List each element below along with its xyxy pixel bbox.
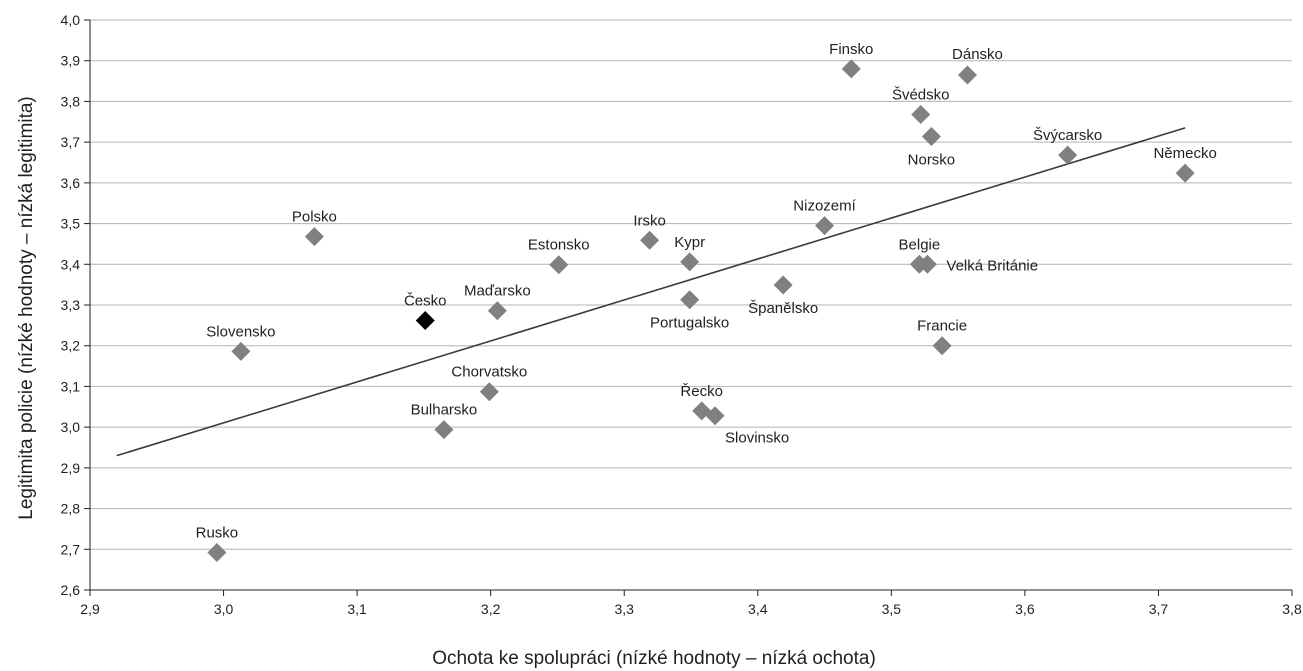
y-tick-label: 3,4 bbox=[61, 256, 81, 272]
point-15 bbox=[487, 301, 507, 321]
point-label: Belgie bbox=[899, 236, 941, 253]
point-6 bbox=[815, 216, 835, 236]
data-points bbox=[207, 59, 1195, 563]
y-tick-label: 2,9 bbox=[61, 460, 81, 476]
axes bbox=[84, 19, 1293, 596]
x-tick-label: 3,3 bbox=[614, 601, 634, 617]
point-label: Slovensko bbox=[206, 323, 275, 340]
point-label: Francie bbox=[917, 318, 967, 335]
point-label: Nizozemí bbox=[793, 198, 856, 215]
y-tick-label: 3,7 bbox=[61, 134, 81, 150]
y-tick-label: 2,8 bbox=[61, 501, 81, 517]
y-tick-label: 4,0 bbox=[61, 12, 81, 28]
y-tick-label: 3,8 bbox=[61, 93, 81, 109]
x-tick-label: 2,9 bbox=[80, 601, 100, 617]
point-8 bbox=[640, 230, 660, 250]
x-tick-label: 3,8 bbox=[1282, 601, 1302, 617]
point-label: Švýcarsko bbox=[1033, 127, 1102, 144]
point-23 bbox=[207, 543, 227, 563]
y-tick-label: 3,9 bbox=[61, 53, 81, 69]
point-1 bbox=[957, 65, 977, 85]
x-tick-label: 3,6 bbox=[1015, 601, 1035, 617]
x-axis-title: Ochota ke spolupráci (nízké hodnoty – ní… bbox=[432, 648, 876, 669]
x-tick-label: 3,0 bbox=[214, 601, 234, 617]
point-label: Maďarsko bbox=[464, 283, 531, 300]
point-label: Řecko bbox=[680, 383, 723, 400]
point-label: Slovinsko bbox=[725, 430, 789, 447]
point-label: Chorvatsko bbox=[451, 364, 527, 381]
point-14 bbox=[680, 290, 700, 310]
point-19 bbox=[479, 382, 499, 402]
point-16 bbox=[415, 310, 435, 330]
y-tick-label: 3,1 bbox=[61, 378, 81, 394]
point-13 bbox=[773, 275, 793, 295]
point-7 bbox=[304, 227, 324, 247]
gridlines bbox=[90, 19, 1292, 550]
point-21 bbox=[705, 406, 725, 426]
point-label: Rusko bbox=[196, 525, 239, 542]
point-3 bbox=[921, 126, 941, 146]
trendline-group bbox=[116, 127, 1186, 457]
y-tick-label: 3,2 bbox=[61, 338, 81, 354]
trendline bbox=[116, 127, 1186, 457]
y-axis-title: Legitimita policie (nízké hodnoty – nízk… bbox=[16, 96, 37, 519]
point-label: Velká Británie bbox=[946, 257, 1038, 274]
x-tick-label: 3,1 bbox=[347, 601, 367, 617]
point-labels: Finsko Dánsko Švédsko Norsko Švýcarsko Německ… bbox=[196, 41, 1217, 542]
point-label: Finsko bbox=[829, 41, 873, 58]
point-label: Norsko bbox=[908, 151, 956, 168]
point-2 bbox=[911, 104, 931, 124]
y-tick-label: 3,6 bbox=[61, 175, 81, 191]
point-9 bbox=[680, 252, 700, 272]
point-label: Německo bbox=[1153, 145, 1216, 162]
y-tick-label: 3,0 bbox=[61, 419, 81, 435]
x-tick-label: 3,4 bbox=[748, 601, 768, 617]
point-label: Dánsko bbox=[952, 46, 1003, 63]
point-22 bbox=[434, 420, 454, 440]
x-tick-label: 3,7 bbox=[1149, 601, 1169, 617]
point-10 bbox=[549, 255, 569, 275]
tick-labels: 2,6 2,7 2,8 2,9 3,0 3,1 3,2 3,3 3,4 3,5 3,6 3,7 3,8 3… bbox=[61, 12, 1302, 617]
y-tick-label: 2,6 bbox=[61, 582, 81, 598]
y-tick-label: 3,3 bbox=[61, 297, 81, 313]
point-label: Švédsko bbox=[892, 86, 950, 103]
y-tick-label: 3,5 bbox=[61, 216, 81, 232]
point-label: Bulharsko bbox=[411, 402, 478, 419]
point-label: Kypr bbox=[674, 234, 705, 251]
point-label: Estonsko bbox=[528, 237, 590, 254]
point-label: Polsko bbox=[292, 209, 337, 226]
x-tick-label: 3,2 bbox=[481, 601, 501, 617]
point-label: Česko bbox=[404, 292, 447, 309]
point-5 bbox=[1175, 163, 1195, 183]
point-12 bbox=[917, 254, 937, 274]
x-tick-label: 3,5 bbox=[882, 601, 902, 617]
point-label: Irsko bbox=[633, 212, 666, 229]
point-4 bbox=[1058, 145, 1078, 165]
point-0 bbox=[841, 59, 861, 79]
point-17 bbox=[231, 341, 251, 361]
point-label: Španělsko bbox=[748, 300, 818, 317]
point-18 bbox=[932, 336, 952, 356]
y-tick-label: 2,7 bbox=[61, 541, 81, 557]
point-label: Portugalsko bbox=[650, 315, 729, 332]
